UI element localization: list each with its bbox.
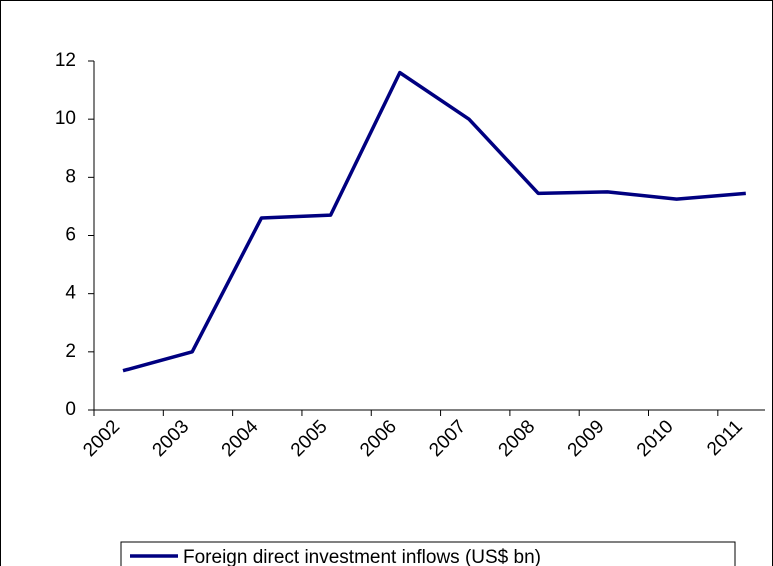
y-tick-label: 2 — [65, 341, 76, 362]
legend-box — [120, 541, 736, 566]
y-tick-label: 6 — [65, 225, 76, 246]
y-tick-label: 0 — [65, 399, 76, 420]
y-tick-label: 12 — [55, 50, 76, 71]
y-tick-label: 8 — [65, 166, 76, 187]
data-line — [122, 70, 746, 373]
y-tick-label: 4 — [65, 283, 76, 304]
y-tick-label: 10 — [55, 108, 76, 129]
legend-label: Foreign direct investment inflows (US$ b… — [183, 547, 541, 566]
